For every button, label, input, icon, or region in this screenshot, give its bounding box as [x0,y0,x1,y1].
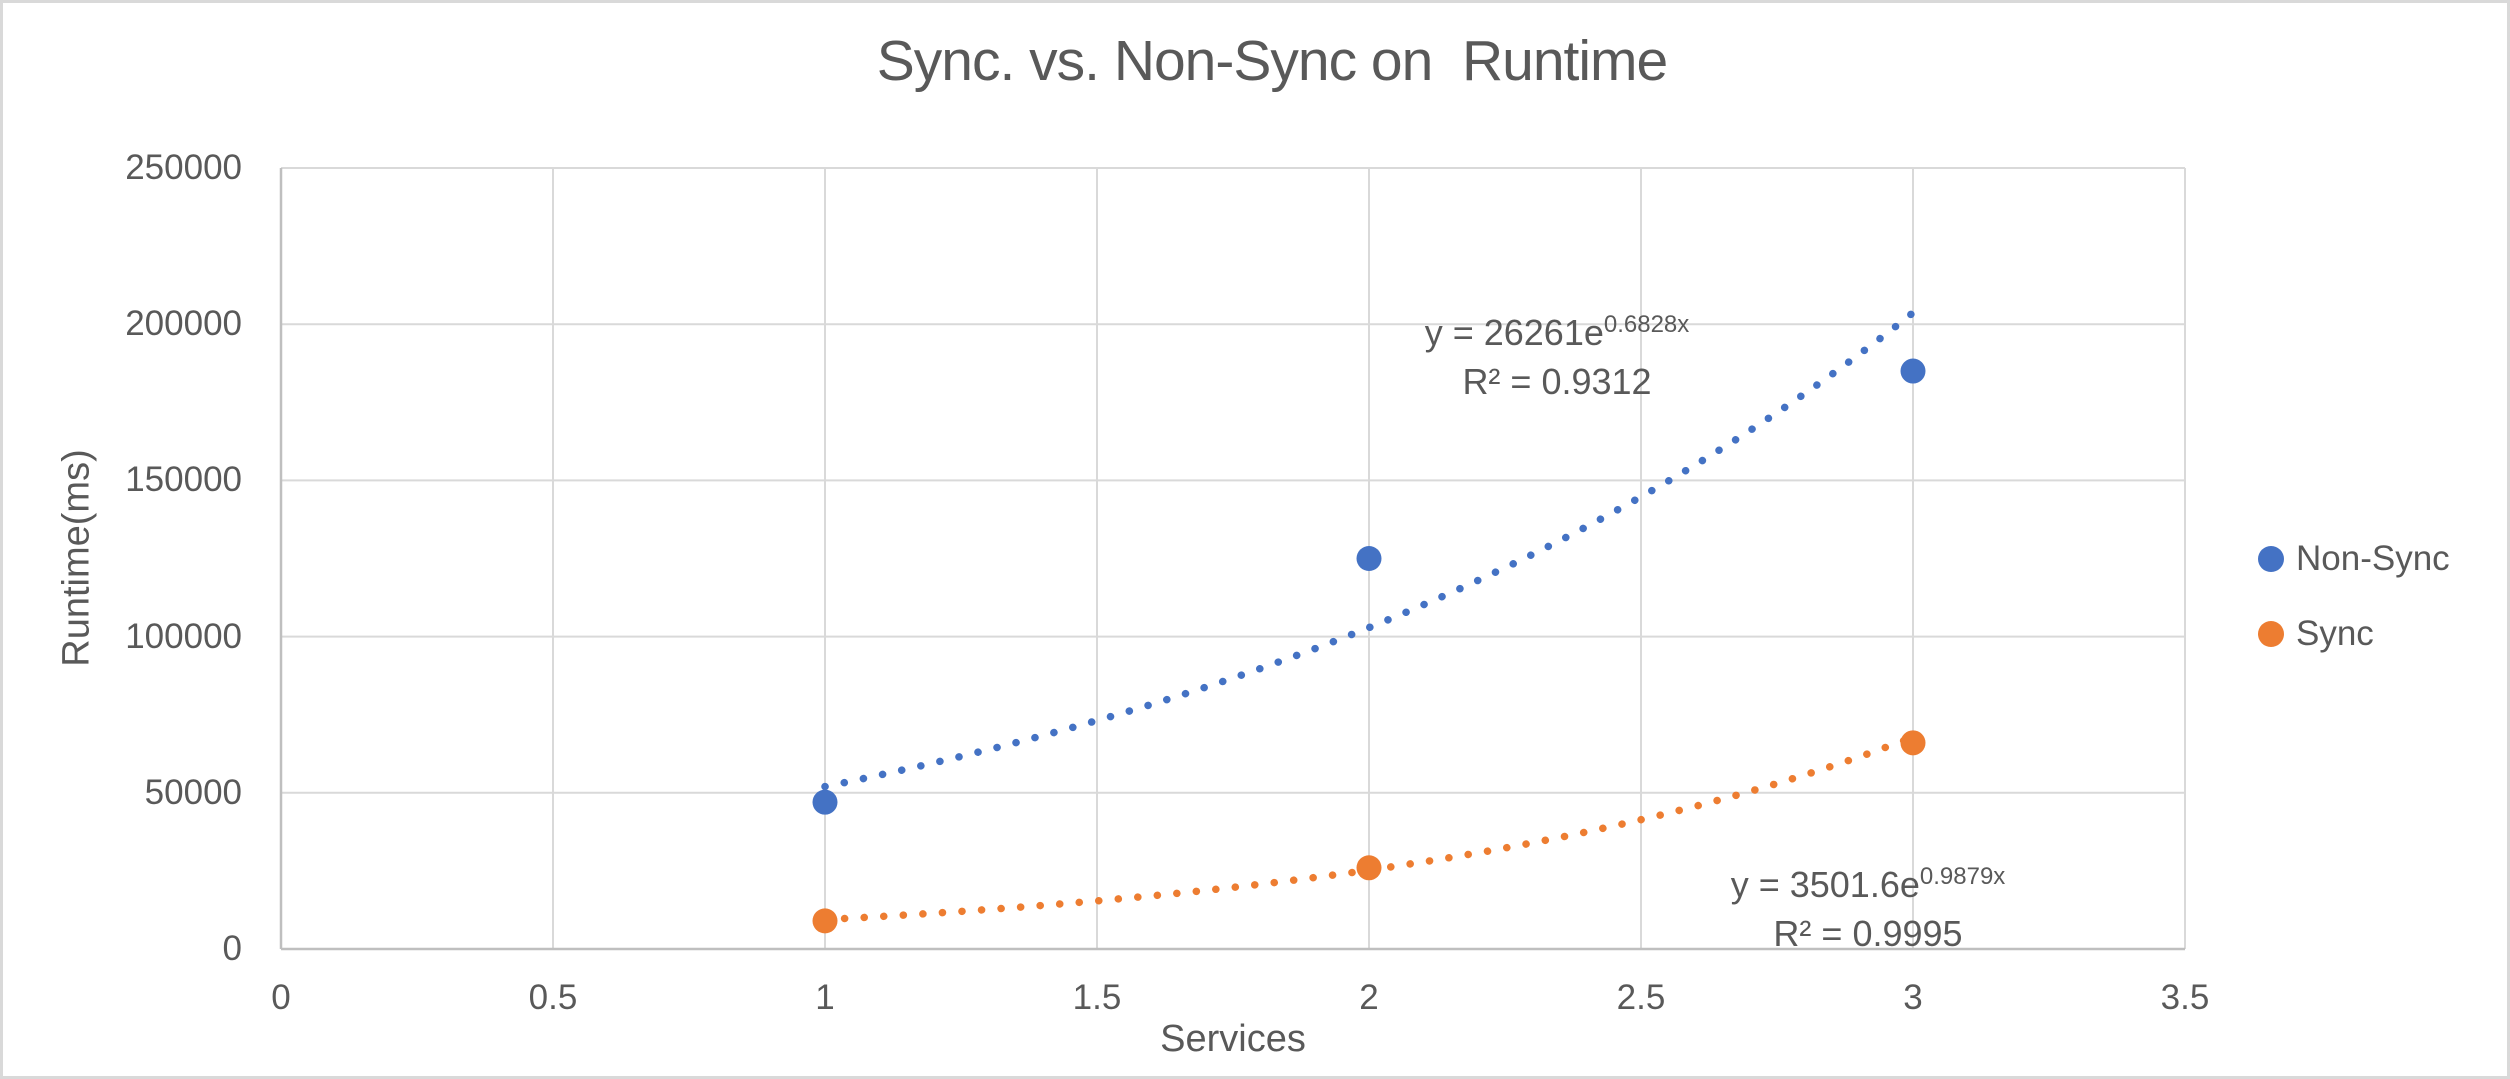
trendline-non-sync [821,308,1917,791]
trendline-equation-nonsync: y = 26261e0.6828x R² = 0.9312 [1425,300,1690,406]
equation-base-sync: y = 3501.6e [1730,864,1920,905]
chart-legend: Non-Sync Sync [2258,538,2450,655]
x-tick-label-0.5: 0.5 [528,978,578,1017]
y-tick-label-50000: 50000 [144,772,242,812]
trendline-equation-sync: y = 3501.6e0.9879x R² = 0.9995 [1731,852,2006,958]
y-tick-label-250000: 250000 [125,148,242,187]
y-tick-label-0: 0 [222,929,242,968]
equation-exponent-sync: 0.9879x [1919,863,2006,890]
equation-line-sync: y = 3501.6e0.9879x [1731,852,2006,909]
legend-label-nonsync: Non-Sync [2296,539,2450,578]
legend-label-sync: Sync [2296,614,2374,653]
y-tick-label-200000: 200000 [125,304,242,344]
x-tick-label-1.5: 1.5 [1072,978,1122,1017]
r-squared-line-sync: R² = 0.9995 [1773,913,1963,954]
legend-marker-nonsync-icon [2258,546,2284,572]
data-point-non-sync-2 [1356,546,1382,571]
x-tick-label-3: 3 [1903,978,1923,1017]
equation-line-nonsync: y = 26261e0.6828x [1425,300,1690,357]
equation-base-nonsync: y = 26261e [1424,312,1604,353]
x-tick-label-3.5: 3.5 [2160,978,2210,1017]
r-squared-line-nonsync: R² = 0.9312 [1462,361,1652,402]
data-point-sync-1 [812,908,838,934]
y-tick-label-150000: 150000 [125,460,242,500]
y-tick-label-100000: 100000 [125,616,242,656]
x-tick-label-0: 0 [271,978,291,1017]
x-axis-title: Services [1160,1018,1306,1060]
legend-marker-sync-icon [2258,621,2284,647]
x-tick-label-2.5: 2.5 [1616,978,1666,1017]
data-point-non-sync-3 [1900,358,1926,384]
x-tick-label-1: 1 [815,978,835,1017]
data-point-non-sync-1 [812,789,838,815]
equation-exponent-nonsync: 0.6828x [1603,311,1690,338]
data-point-sync-3 [1900,730,1926,756]
x-tick-label-2: 2 [1359,978,1379,1017]
legend-item-sync: Sync [2258,613,2450,655]
y-axis-title: Runtime(ms) [55,449,98,667]
legend-item-nonsync: Non-Sync [2258,538,2450,580]
chart-title: Sync. vs. Non-Sync on Runtime [876,29,1668,93]
data-point-sync-2 [1356,855,1382,881]
